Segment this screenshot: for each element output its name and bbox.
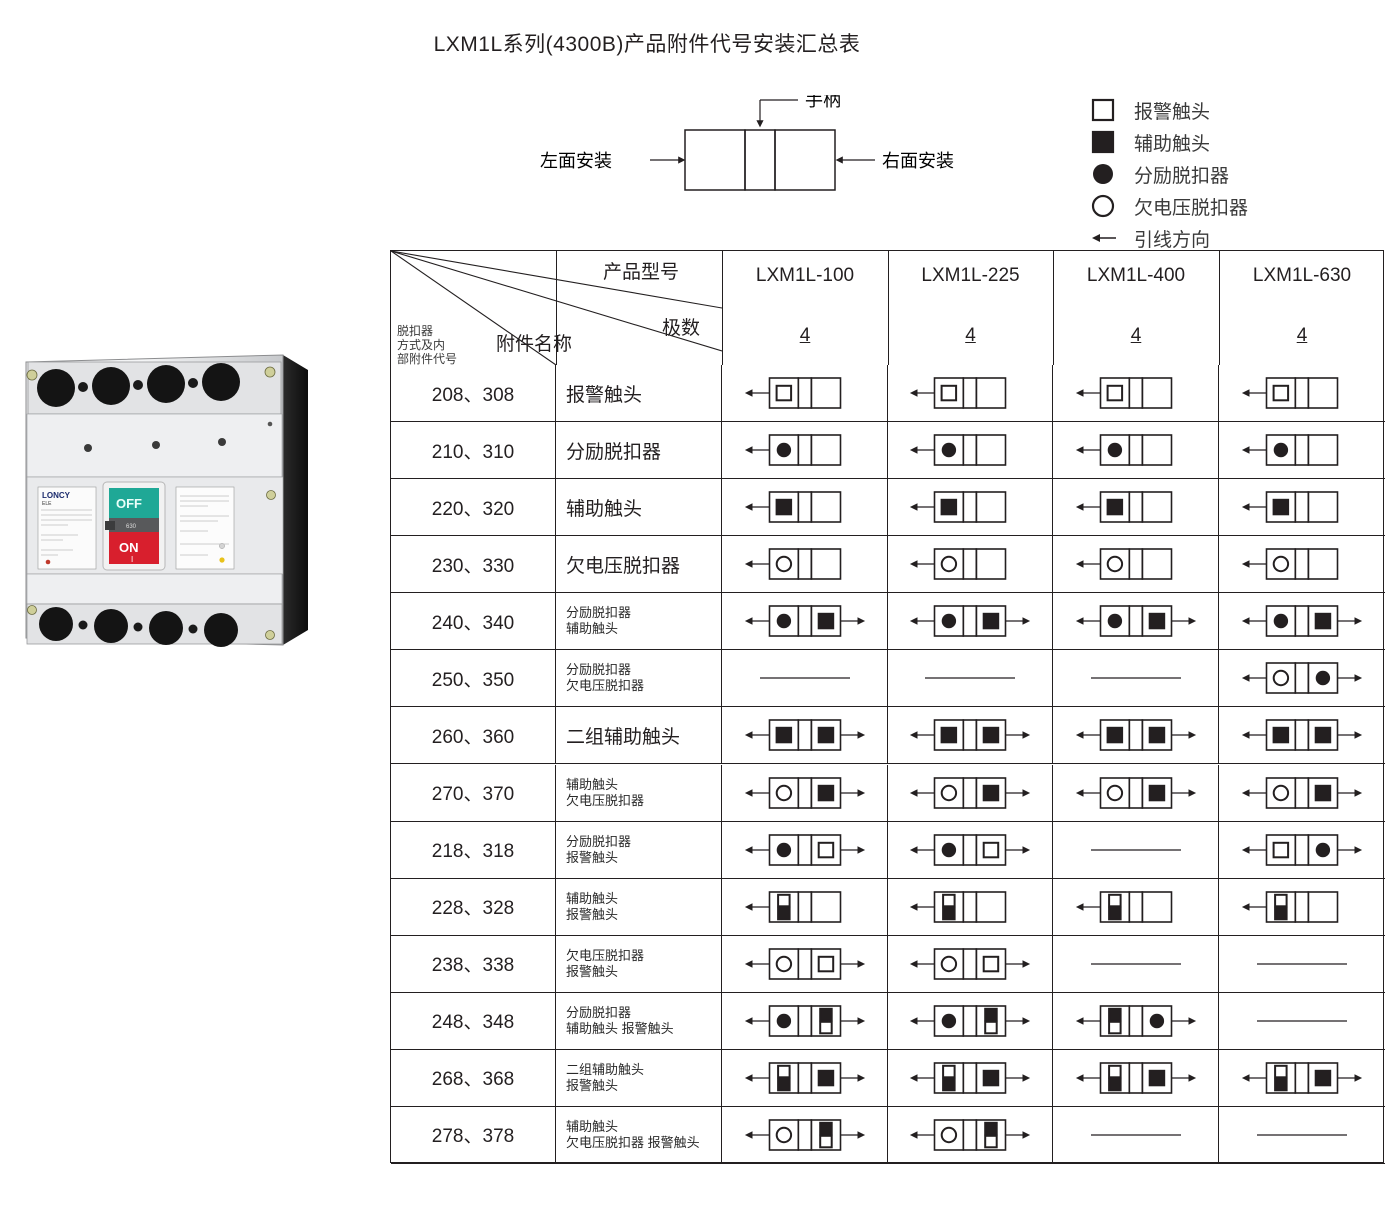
svg-text:I: I xyxy=(131,555,133,564)
svg-text:左面安装: 左面安装 xyxy=(540,151,612,171)
svg-text:ELE: ELE xyxy=(42,501,52,507)
svg-text:ON: ON xyxy=(119,540,139,555)
svg-text:OFF: OFF xyxy=(116,496,142,511)
svg-text:手柄: 手柄 xyxy=(805,95,841,110)
svg-text:LONCY: LONCY xyxy=(42,491,71,500)
svg-text:右面安装: 右面安装 xyxy=(882,151,954,171)
svg-text:630: 630 xyxy=(126,524,137,530)
